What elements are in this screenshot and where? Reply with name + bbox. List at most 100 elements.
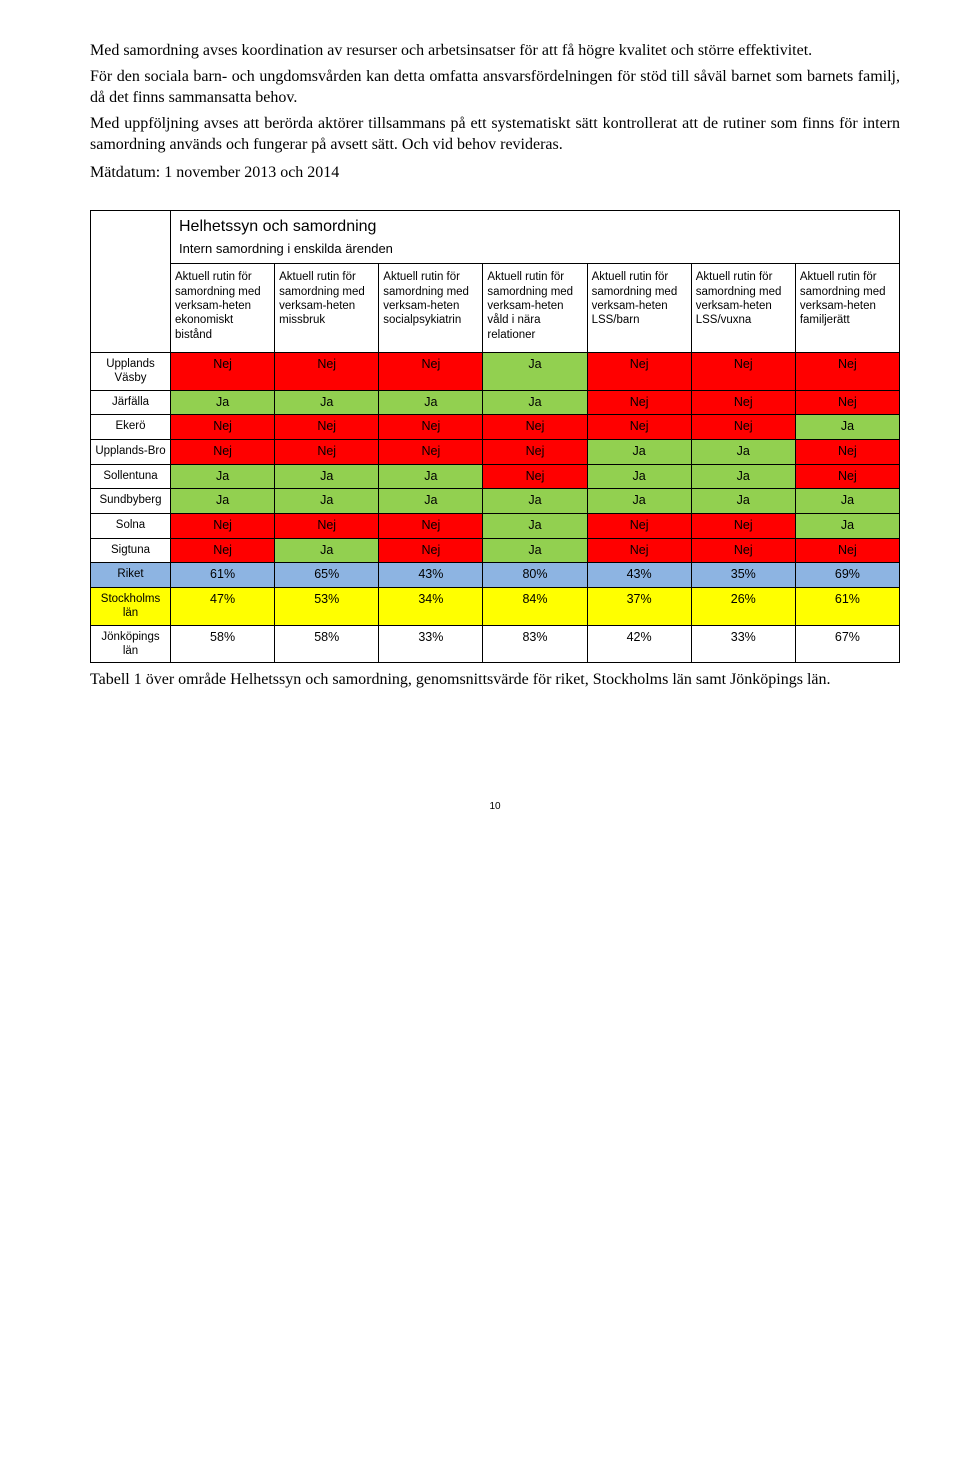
data-cell: 65% bbox=[275, 563, 379, 588]
paragraph-2: För den sociala barn- och ungdomsvården … bbox=[90, 66, 900, 109]
data-cell: 26% bbox=[691, 587, 795, 625]
data-cell: Ja bbox=[587, 464, 691, 489]
col-header: Aktuell rutin för samordning med verksam… bbox=[275, 264, 379, 353]
data-cell: 61% bbox=[171, 563, 275, 588]
table-row: JärfällaJaJaJaJaNejNejNej bbox=[91, 390, 900, 415]
data-cell: Ja bbox=[275, 538, 379, 563]
data-cell: Ja bbox=[379, 390, 483, 415]
row-label: Upplands-Bro bbox=[91, 440, 171, 465]
data-cell: Nej bbox=[275, 513, 379, 538]
data-cell: 34% bbox=[379, 587, 483, 625]
row-label: Järfälla bbox=[91, 390, 171, 415]
data-cell: 69% bbox=[795, 563, 899, 588]
empty-corner bbox=[91, 210, 171, 239]
data-cell: Nej bbox=[795, 390, 899, 415]
data-cell: Nej bbox=[483, 464, 587, 489]
table-subtitle: Intern samordning i enskilda ärenden bbox=[171, 239, 900, 264]
table-title-row: Helhetssyn och samordning bbox=[91, 210, 900, 239]
data-cell: Nej bbox=[795, 440, 899, 465]
data-cell: Nej bbox=[483, 415, 587, 440]
data-cell: 43% bbox=[379, 563, 483, 588]
data-cell: 33% bbox=[379, 625, 483, 663]
data-cell: 35% bbox=[691, 563, 795, 588]
col-header: Aktuell rutin för samordning med verksam… bbox=[691, 264, 795, 353]
data-cell: Nej bbox=[379, 353, 483, 391]
table-header-row: Aktuell rutin för samordning med verksam… bbox=[91, 264, 900, 353]
data-cell: Nej bbox=[379, 538, 483, 563]
data-cell: Nej bbox=[275, 440, 379, 465]
data-cell: Nej bbox=[379, 415, 483, 440]
row-label: Sundbyberg bbox=[91, 489, 171, 514]
data-cell: 58% bbox=[171, 625, 275, 663]
data-cell: Ja bbox=[171, 464, 275, 489]
data-cell: Ja bbox=[171, 390, 275, 415]
table-subtitle-row: Intern samordning i enskilda ärenden bbox=[91, 239, 900, 264]
col-header: Aktuell rutin för samordning med verksam… bbox=[171, 264, 275, 353]
data-cell: Nej bbox=[587, 353, 691, 391]
data-cell: Nej bbox=[691, 538, 795, 563]
data-cell: 47% bbox=[171, 587, 275, 625]
data-cell: Nej bbox=[587, 538, 691, 563]
data-cell: Nej bbox=[275, 353, 379, 391]
data-cell: Ja bbox=[379, 464, 483, 489]
matdatum: Mätdatum: 1 november 2013 och 2014 bbox=[90, 164, 900, 182]
data-cell: Ja bbox=[691, 489, 795, 514]
data-cell: Nej bbox=[587, 415, 691, 440]
data-cell: Nej bbox=[691, 415, 795, 440]
data-cell: Ja bbox=[483, 489, 587, 514]
data-cell: Nej bbox=[795, 464, 899, 489]
empty-corner-2 bbox=[91, 239, 171, 264]
data-cell: 37% bbox=[587, 587, 691, 625]
col-header: Aktuell rutin för samordning med verksam… bbox=[587, 264, 691, 353]
data-cell: 33% bbox=[691, 625, 795, 663]
row-label: Solna bbox=[91, 513, 171, 538]
table-row: Stockholms län47%53%34%84%37%26%61% bbox=[91, 587, 900, 625]
data-cell: Ja bbox=[171, 489, 275, 514]
data-cell: 84% bbox=[483, 587, 587, 625]
data-cell: Nej bbox=[171, 538, 275, 563]
data-cell: Nej bbox=[171, 353, 275, 391]
paragraph-1: Med samordning avses koordination av res… bbox=[90, 40, 900, 62]
table-row: Riket61%65%43%80%43%35%69% bbox=[91, 563, 900, 588]
col-header: Aktuell rutin för samordning med verksam… bbox=[379, 264, 483, 353]
row-label: Upplands Väsby bbox=[91, 353, 171, 391]
data-cell: Ja bbox=[587, 440, 691, 465]
data-cell: Nej bbox=[171, 415, 275, 440]
table-row: SolnaNejNejNejJaNejNejJa bbox=[91, 513, 900, 538]
row-label: Riket bbox=[91, 563, 171, 588]
col-header: Aktuell rutin för samordning med verksam… bbox=[795, 264, 899, 353]
data-cell: Nej bbox=[691, 390, 795, 415]
data-cell: Ja bbox=[275, 489, 379, 514]
data-cell: Ja bbox=[795, 415, 899, 440]
data-cell: 58% bbox=[275, 625, 379, 663]
table-row: SollentunaJaJaJaNejJaJaNej bbox=[91, 464, 900, 489]
data-cell: Nej bbox=[275, 415, 379, 440]
data-cell: Nej bbox=[483, 440, 587, 465]
table-row: Upplands-BroNejNejNejNejJaJaNej bbox=[91, 440, 900, 465]
data-cell: Ja bbox=[691, 464, 795, 489]
table-row: SigtunaNejJaNejJaNejNejNej bbox=[91, 538, 900, 563]
data-cell: Ja bbox=[275, 390, 379, 415]
table-title: Helhetssyn och samordning bbox=[171, 210, 900, 239]
table-row: SundbybergJaJaJaJaJaJaJa bbox=[91, 489, 900, 514]
data-cell: Nej bbox=[171, 440, 275, 465]
paragraph-3: Med uppföljning avses att berörda aktöre… bbox=[90, 113, 900, 156]
data-cell: Nej bbox=[171, 513, 275, 538]
table-row: Upplands VäsbyNejNejNejJaNejNejNej bbox=[91, 353, 900, 391]
data-cell: Nej bbox=[691, 513, 795, 538]
data-cell: Ja bbox=[587, 489, 691, 514]
data-cell: Ja bbox=[795, 513, 899, 538]
data-cell: Ja bbox=[483, 513, 587, 538]
samordning-table: Helhetssyn och samordning Intern samordn… bbox=[90, 210, 900, 663]
data-cell: Nej bbox=[379, 440, 483, 465]
data-cell: Ja bbox=[379, 489, 483, 514]
data-cell: Ja bbox=[795, 489, 899, 514]
data-cell: Ja bbox=[483, 353, 587, 391]
data-cell: 80% bbox=[483, 563, 587, 588]
data-cell: Nej bbox=[587, 513, 691, 538]
col-header: Aktuell rutin för samordning med verksam… bbox=[483, 264, 587, 353]
data-cell: Nej bbox=[691, 353, 795, 391]
row-label: Ekerö bbox=[91, 415, 171, 440]
page-number: 10 bbox=[90, 801, 900, 812]
data-cell: Nej bbox=[795, 538, 899, 563]
